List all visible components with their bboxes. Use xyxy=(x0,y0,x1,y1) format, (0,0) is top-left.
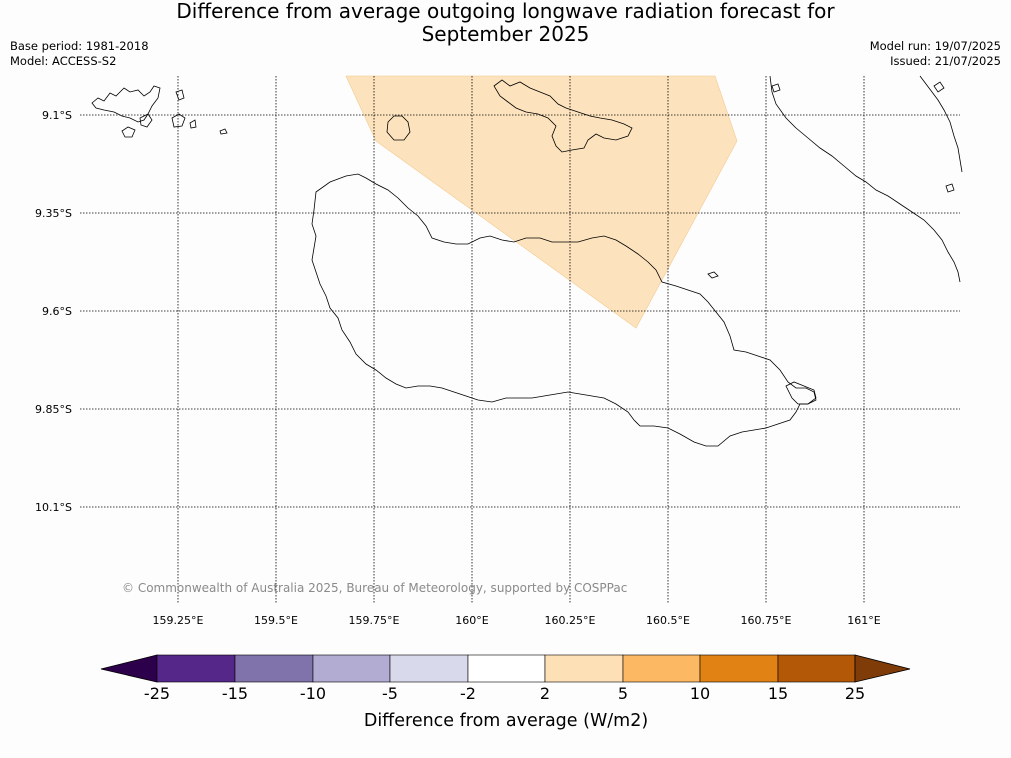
colorbar-label: Difference from average (W/m2) xyxy=(364,711,648,731)
colorbar-tick-2: -15 xyxy=(222,684,248,703)
colorbar-bin-6 xyxy=(544,654,624,683)
meta-right: Model run: 19/07/2025 Issued: 21/07/2025 xyxy=(870,39,1001,69)
colorbar-tick-8: 10 xyxy=(690,684,710,703)
colorbar-bin-8 xyxy=(699,654,779,683)
colorbar-tick-4: -5 xyxy=(382,684,398,703)
colorbar-tick-1: -25 xyxy=(144,684,170,703)
colorbar-bin-9 xyxy=(777,654,856,683)
colorbar-bin-7 xyxy=(622,654,701,683)
lon-label-8: 161°E xyxy=(847,614,880,627)
model-name: Model: ACCESS-S2 xyxy=(10,54,117,68)
lon-label-2: 159.5°E xyxy=(254,614,298,627)
colorbar-tick-7: 5 xyxy=(618,684,628,703)
coastline-islet-mid xyxy=(707,271,719,279)
lon-label-4: 160°E xyxy=(455,614,488,627)
base-period: Base period: 1981-2018 xyxy=(10,39,149,53)
coastline-islet-1 xyxy=(121,126,136,138)
coastline-top-right xyxy=(769,75,961,283)
colorbar-extend-high xyxy=(854,654,911,683)
colorbar-tick-3: -10 xyxy=(300,684,326,703)
coastline-islet-6 xyxy=(219,128,228,135)
model-run: Model run: 19/07/2025 xyxy=(869,39,1001,53)
lon-label-3: 159.75°E xyxy=(349,614,400,627)
lon-label-5: 160.25°E xyxy=(545,614,596,627)
coastline-islet-4 xyxy=(175,89,185,101)
lon-label-1: 159.25°E xyxy=(153,614,204,627)
title-line-1: Difference from average outgoing longwav… xyxy=(176,0,835,23)
coastline-main-island xyxy=(311,173,817,447)
colorbar: -25 -15 -10 -5 -2 2 5 10 15 25 Differenc… xyxy=(100,654,911,731)
meta-left: Base period: 1981-2018 Model: ACCESS-S2 xyxy=(10,39,149,69)
lat-label-4: 9.85°S xyxy=(35,403,72,416)
coastline-islet-5 xyxy=(189,119,197,129)
colorbar-tick-10: 25 xyxy=(845,684,865,703)
title-line-2: September 2025 xyxy=(421,22,590,46)
copyright-notice: © Commonwealth of Australia 2025, Bureau… xyxy=(122,581,627,595)
lon-label-6: 160.5°E xyxy=(646,614,690,627)
anomaly-area xyxy=(345,75,738,329)
colorbar-bin-4 xyxy=(389,654,469,683)
colorbar-bin-5 xyxy=(467,654,546,683)
coastline-islet-right-1 xyxy=(771,83,781,93)
coastline-islet-right-3 xyxy=(945,183,955,193)
coastline-far-right xyxy=(919,75,963,173)
coastline-islet-right-2 xyxy=(933,81,945,93)
lon-label-7: 160.75°E xyxy=(741,614,792,627)
colorbar-extend-low xyxy=(100,654,158,683)
coastline-small-isle xyxy=(386,115,411,141)
gridlines xyxy=(80,76,960,604)
coastline-islet-3 xyxy=(171,113,186,128)
colorbar-bin-2 xyxy=(234,654,314,683)
colorbar-tick-9: 15 xyxy=(768,684,788,703)
chart-title: Difference from average outgoing longwav… xyxy=(0,0,1011,46)
issued-date: Issued: 21/07/2025 xyxy=(890,54,1001,68)
colorbar-bin-1 xyxy=(156,654,236,683)
colorbar-tick-6: 2 xyxy=(540,684,550,703)
lat-label-3: 9.6°S xyxy=(42,305,72,318)
lat-label-5: 10.1°S xyxy=(35,501,72,514)
colorbar-tick-5: -2 xyxy=(460,684,476,703)
coastline-islet-east xyxy=(785,381,817,405)
coastline-top-island xyxy=(493,79,633,153)
coastlines xyxy=(91,75,963,447)
colorbar-bin-3 xyxy=(312,654,391,683)
lat-label-1: 9.1°S xyxy=(42,109,72,122)
lat-label-2: 9.35°S xyxy=(35,207,72,220)
